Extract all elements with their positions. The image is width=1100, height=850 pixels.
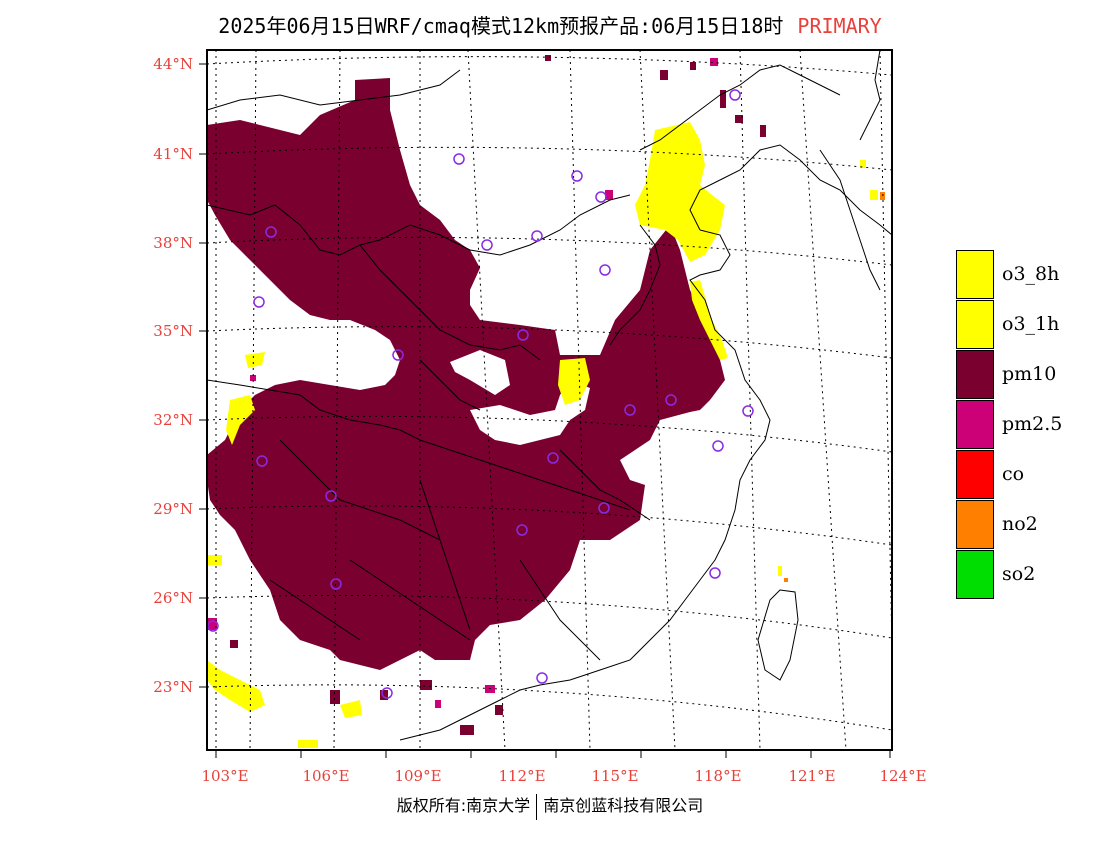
legend-label: pm10 [1002,363,1057,385]
legend-label: co [1002,463,1025,485]
legend-item-co: co [956,449,1062,499]
lat-label-38: 38°N [153,234,193,252]
lon-label-103: 103°E [201,767,248,785]
lat-label-35: 35°N [153,322,193,340]
legend-swatch [956,449,994,499]
lon-label-106: 106°E [302,767,349,785]
lat-label-23: 23°N [153,678,193,696]
ozone-region-west [226,395,255,445]
legend-label: o3_1h [1002,313,1060,335]
clear-area-west [330,340,385,385]
legend-swatch [956,349,994,399]
lat-label-29: 29°N [153,500,193,518]
legend: o3_8h o3_1h pm10 pm2.5 co no2 so2 [956,249,1062,599]
lat-label-41: 41°N [153,145,193,163]
lon-label-112: 112°E [498,767,545,785]
clear-area-central [450,350,510,395]
station-circle-marker-icon [453,153,465,165]
title-main: 2025年06月15日WRF/cmaq模式12km预报产品:06月15日18时 [218,14,784,38]
footer-separator [536,793,538,820]
lon-label-115: 115°E [591,767,638,785]
lon-label-124: 124°E [879,767,926,785]
map-content [207,50,892,750]
legend-item-no2: no2 [956,499,1062,549]
ozone-spot-3 [298,740,318,748]
lon-label-121: 121°E [788,767,835,785]
map-frame [206,49,893,751]
ozone-region-central [558,358,590,405]
graticule [207,50,892,750]
legend-item-pm25: pm2.5 [956,399,1062,449]
lat-axis: 44°N 41°N 38°N 35°N 32°N 29°N 26°N 23°N [153,55,207,696]
ozone-spot-2 [340,700,362,718]
legend-swatch [956,249,994,299]
legend-swatch [956,299,994,349]
legend-swatch [956,399,994,449]
clear-area-hubei [470,380,590,445]
legend-label: no2 [1002,513,1038,535]
station-markers [207,89,754,699]
legend-item-o3-8h: o3_8h [956,249,1062,299]
ozone-spot-1 [245,352,265,368]
legend-item-pm10: pm10 [956,349,1062,399]
legend-swatch [956,549,994,599]
legend-item-o3-1h: o3_1h [956,299,1062,349]
legend-label: o3_8h [1002,263,1060,285]
copyright-footer: 版权所有:南京大学 南京创蓝科技有限公司 [0,792,1100,820]
lat-label-26: 26°N [153,589,193,607]
legend-label: so2 [1002,563,1036,585]
lat-label-32: 32°N [153,411,193,429]
title-primary-tag: PRIMARY [797,14,882,38]
legend-item-so2: so2 [956,549,1062,599]
lat-label-44: 44°N [153,55,193,73]
lon-label-109: 109°E [394,767,441,785]
lon-label-118: 118°E [694,767,741,785]
footer-company: 南京创蓝科技有限公司 [543,796,704,815]
footer-owner: 版权所有:南京大学 [396,796,531,815]
legend-swatch [956,499,994,549]
legend-label: pm2.5 [1002,413,1063,435]
boundaries [207,50,892,741]
ozone-region-north [635,122,725,262]
ozone-spot-4 [207,555,222,565]
map-title: 2025年06月15日WRF/cmaq模式12km预报产品:06月15日18时 P… [0,10,1100,39]
lon-axis: 103°E 106°E 109°E 112°E 115°E 118°E 121°… [201,750,927,785]
